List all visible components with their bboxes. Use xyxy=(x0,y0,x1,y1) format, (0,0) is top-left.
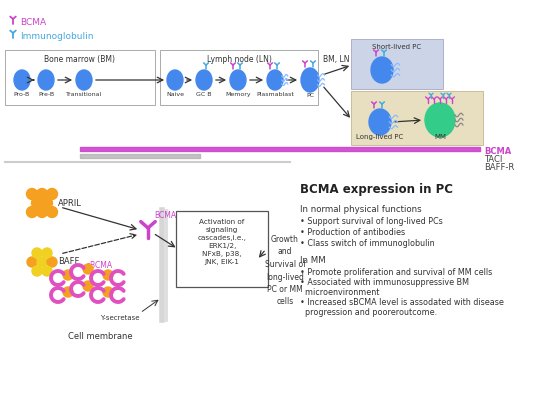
Text: PC: PC xyxy=(306,93,314,98)
Text: APRIL: APRIL xyxy=(58,198,82,208)
Ellipse shape xyxy=(46,188,58,200)
Text: TACI: TACI xyxy=(484,155,502,164)
Text: • Promote proliferation and survival of MM cells: • Promote proliferation and survival of … xyxy=(300,268,492,277)
Ellipse shape xyxy=(46,206,58,218)
Ellipse shape xyxy=(63,287,73,297)
Text: BCMA: BCMA xyxy=(484,147,511,156)
Text: Short-lived PC: Short-lived PC xyxy=(373,44,422,50)
Text: sBCMA: sBCMA xyxy=(87,260,113,270)
Text: • Associated with immunosuppressive BM: • Associated with immunosuppressive BM xyxy=(300,278,469,287)
Text: Pre-B: Pre-B xyxy=(38,92,54,97)
Ellipse shape xyxy=(38,70,54,90)
Text: Memory: Memory xyxy=(225,92,251,97)
Text: Naive: Naive xyxy=(166,92,184,97)
Ellipse shape xyxy=(369,109,391,135)
Ellipse shape xyxy=(230,70,246,90)
Text: • Class switch of immunoglobulin: • Class switch of immunoglobulin xyxy=(300,239,435,248)
Ellipse shape xyxy=(63,270,73,280)
Ellipse shape xyxy=(36,188,47,200)
Ellipse shape xyxy=(83,281,93,291)
Ellipse shape xyxy=(32,198,42,208)
Text: • Production of antibodies: • Production of antibodies xyxy=(300,228,405,237)
Text: progression and pooreroutcome.: progression and pooreroutcome. xyxy=(300,308,437,317)
Ellipse shape xyxy=(425,103,455,137)
Text: Lymph node (LN): Lymph node (LN) xyxy=(207,55,271,64)
Ellipse shape xyxy=(27,188,38,200)
Ellipse shape xyxy=(196,70,212,90)
Ellipse shape xyxy=(103,270,113,280)
Text: • Increased sBCMA level is assodated with disease: • Increased sBCMA level is assodated wit… xyxy=(300,298,504,307)
Text: Transitional: Transitional xyxy=(66,92,102,97)
Text: BAFF-R: BAFF-R xyxy=(484,163,514,172)
Text: Y-secretase: Y-secretase xyxy=(100,315,140,321)
Text: BCMA expression in PC: BCMA expression in PC xyxy=(300,183,453,196)
Ellipse shape xyxy=(76,70,92,90)
Ellipse shape xyxy=(167,70,183,90)
Ellipse shape xyxy=(27,257,37,267)
Ellipse shape xyxy=(83,264,93,274)
FancyBboxPatch shape xyxy=(351,39,443,89)
Text: Activation of
signaling
cascades,i.e.,
ERK1/2,
NFxB, p38,
JNK, EIK-1: Activation of signaling cascades,i.e., E… xyxy=(197,219,246,265)
Ellipse shape xyxy=(301,68,319,92)
Text: In normal physical functions: In normal physical functions xyxy=(300,205,422,214)
Text: In MM: In MM xyxy=(300,256,326,265)
Ellipse shape xyxy=(103,287,113,297)
Text: MM: MM xyxy=(434,134,446,140)
Ellipse shape xyxy=(371,57,393,83)
Text: • Support survival of long-lived PCs: • Support survival of long-lived PCs xyxy=(300,217,443,226)
Text: BCMA: BCMA xyxy=(154,212,176,220)
Text: Pro-B: Pro-B xyxy=(14,92,30,97)
Ellipse shape xyxy=(267,70,283,90)
Text: Long-lived PC: Long-lived PC xyxy=(356,134,404,140)
Ellipse shape xyxy=(42,266,52,276)
Text: Cell membrane: Cell membrane xyxy=(67,332,132,341)
Ellipse shape xyxy=(37,257,47,267)
Text: BM, LN: BM, LN xyxy=(323,55,349,64)
FancyBboxPatch shape xyxy=(176,211,268,287)
Text: Bone marrow (BM): Bone marrow (BM) xyxy=(45,55,115,64)
Text: Immunoglobulin: Immunoglobulin xyxy=(20,32,94,41)
Ellipse shape xyxy=(32,248,42,258)
Text: BCMA: BCMA xyxy=(20,18,46,27)
Text: microenvironment: microenvironment xyxy=(300,288,379,297)
Text: GC B: GC B xyxy=(196,92,212,97)
Ellipse shape xyxy=(41,198,53,208)
Ellipse shape xyxy=(32,266,42,276)
Text: BAFF: BAFF xyxy=(58,258,79,266)
Ellipse shape xyxy=(14,70,30,90)
Text: Growth
and
Survival of
long-lived
PC or MM
cells: Growth and Survival of long-lived PC or … xyxy=(264,235,305,306)
Ellipse shape xyxy=(47,257,57,267)
Text: Plasmablast: Plasmablast xyxy=(256,92,294,97)
FancyBboxPatch shape xyxy=(351,91,483,145)
Ellipse shape xyxy=(27,206,38,218)
Ellipse shape xyxy=(36,206,47,218)
Ellipse shape xyxy=(42,248,52,258)
